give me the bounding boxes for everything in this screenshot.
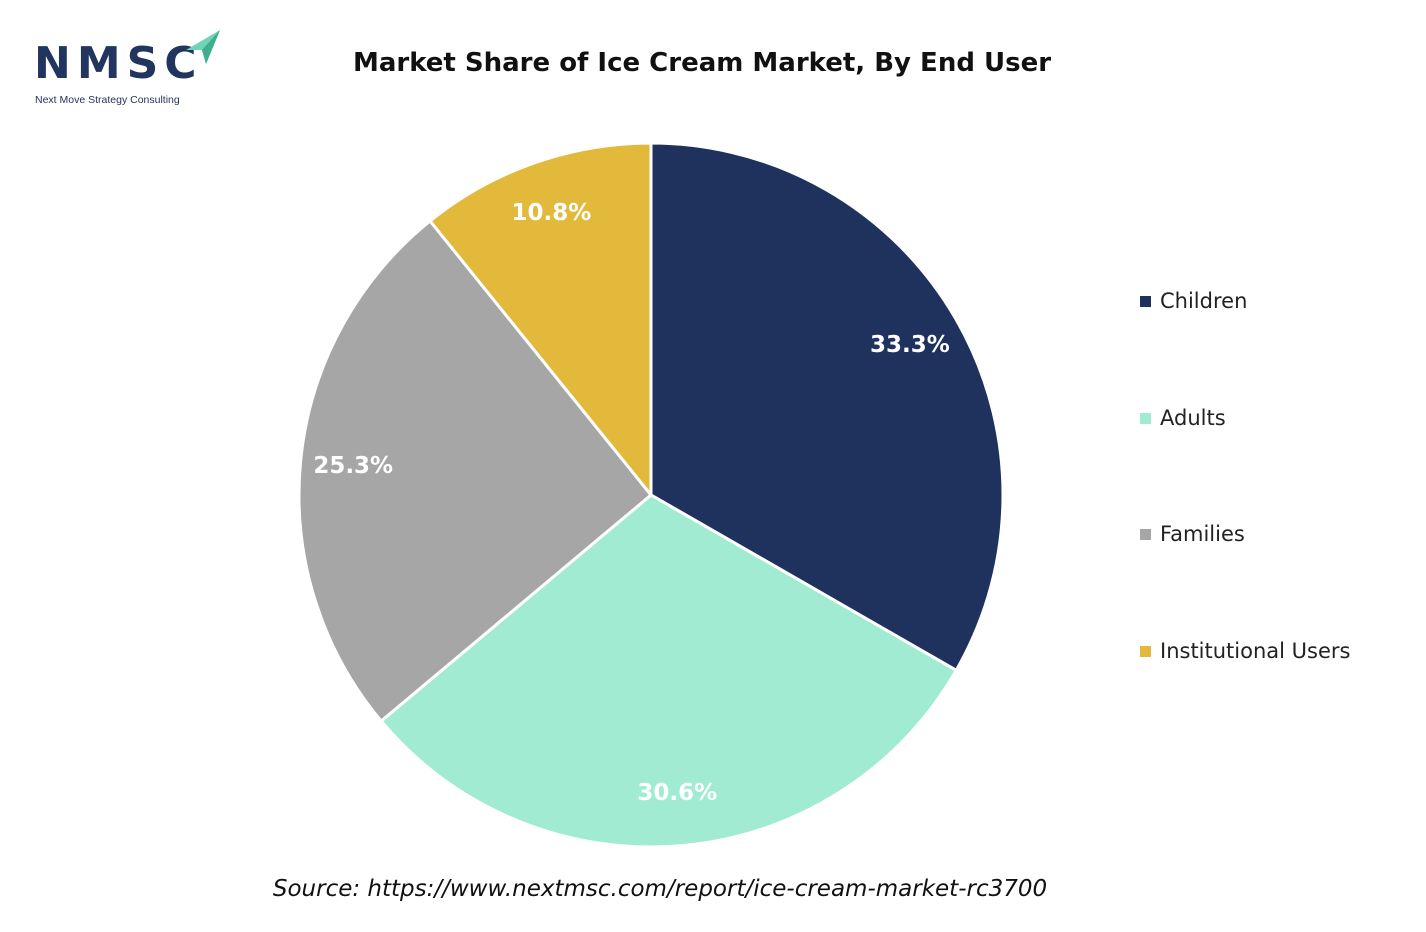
data-label-institutional-users: 10.8% bbox=[512, 200, 592, 226]
pie-slice-adults bbox=[379, 493, 958, 849]
legend-swatch-families bbox=[1140, 529, 1151, 540]
legend-swatch-adults bbox=[1140, 412, 1151, 424]
data-label-children: 33.3% bbox=[870, 332, 950, 358]
legend-label-institutional-users: Institutional Users bbox=[1160, 638, 1351, 663]
data-label-adults: 30.6% bbox=[637, 780, 717, 806]
logo: NMSC Next Move Strategy Consulting bbox=[32, 28, 232, 110]
source-note: Source: https://www.nextmsc.com/report/i… bbox=[272, 876, 1048, 902]
logo-tagline: Next Move Strategy Consulting bbox=[35, 94, 180, 106]
pie-slice-institutional-users bbox=[428, 141, 653, 497]
legend-swatch-institutional-users bbox=[1140, 645, 1151, 657]
legend-label-families: Families bbox=[1160, 522, 1245, 546]
legend-label-children: Children bbox=[1160, 289, 1248, 313]
logo-wordmark: NMSC bbox=[34, 38, 203, 89]
chart-title: Market Share of Ice Cream Market, By End… bbox=[352, 48, 1052, 78]
paper-plane-icon bbox=[186, 30, 220, 64]
pie-slice-families bbox=[297, 219, 653, 723]
data-label-families: 25.3% bbox=[313, 453, 393, 479]
pie-slice-children bbox=[649, 141, 1005, 672]
legend-swatch-children bbox=[1140, 296, 1151, 307]
legend-label-adults: Adults bbox=[1160, 405, 1226, 430]
